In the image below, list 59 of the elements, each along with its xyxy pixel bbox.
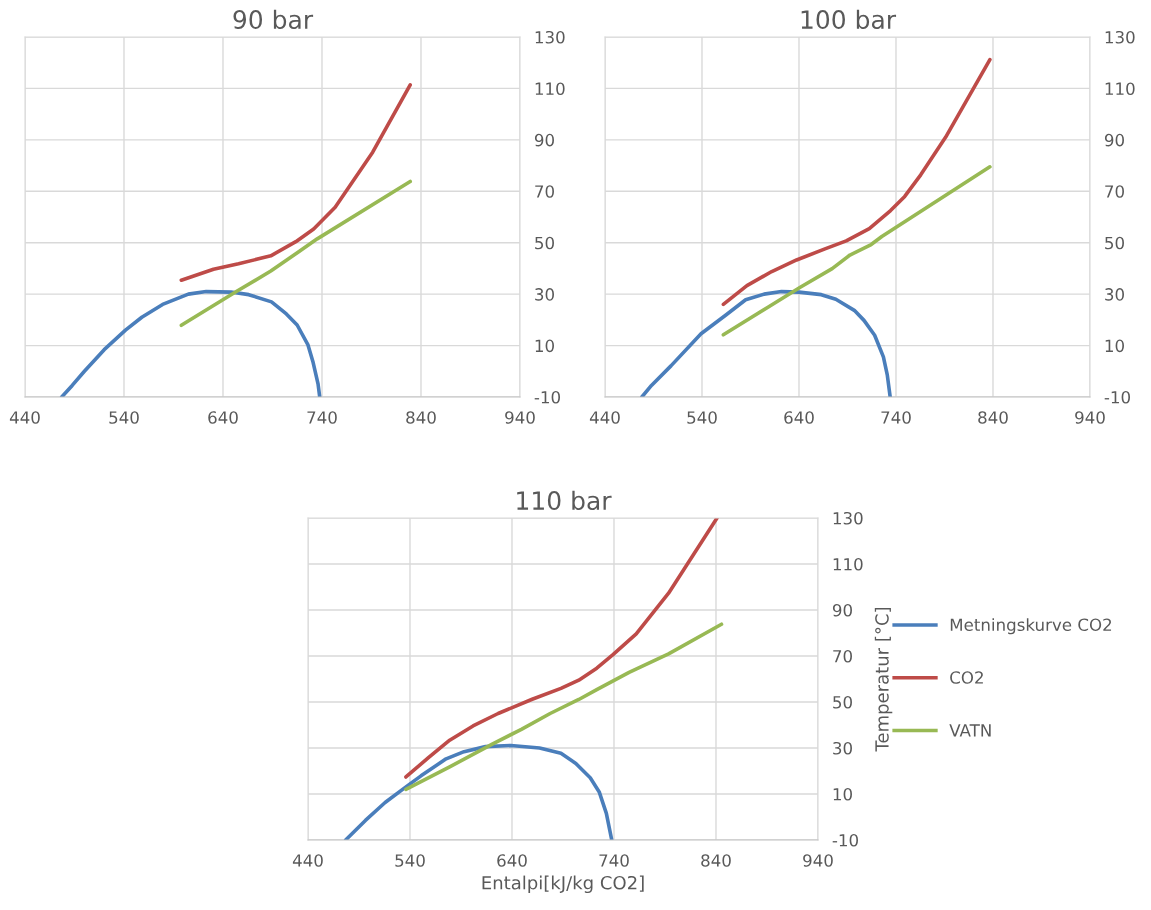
- line-series: [404, 622, 724, 792]
- chart-title: 90 bar: [233, 9, 314, 30]
- x-tick-label: 940: [1075, 411, 1105, 424]
- x-tick-label: 740: [599, 854, 629, 867]
- x-tick-label: 540: [687, 411, 717, 424]
- line-series: [721, 57, 992, 307]
- x-tick-label: 640: [497, 854, 527, 867]
- y-tick-label: 30: [1105, 288, 1124, 301]
- y-tick-label: 110: [833, 557, 863, 571]
- x-tick-label: 640: [784, 411, 814, 424]
- y-tick-label: 130: [1105, 30, 1135, 44]
- x-axis-title: Entalpi[kJ/kg CO2]: [482, 875, 644, 894]
- chart-title: 110 bar: [517, 490, 612, 511]
- legend-label: Metningskurve CO2: [950, 618, 1112, 635]
- y-tick-label: 70: [535, 185, 554, 198]
- legend-label: VATN: [949, 724, 991, 737]
- line-series: [721, 165, 992, 337]
- line-series: [179, 83, 413, 283]
- y-tick-label: 90: [832, 603, 852, 617]
- y-tick-label: 90: [1104, 133, 1124, 147]
- x-tick-label: 940: [803, 854, 833, 867]
- x-tick-label: 440: [9, 411, 40, 424]
- y-tick-label: 70: [1105, 185, 1124, 198]
- chart-title: 100 bar: [801, 9, 897, 30]
- y-tick-label: 10: [833, 787, 852, 801]
- x-tick-label: 540: [395, 854, 425, 867]
- y-tick-label: 130: [833, 511, 863, 525]
- y-tick-label: 30: [833, 741, 852, 755]
- y-tick-label: 130: [535, 30, 565, 44]
- legend-label: CO2: [950, 671, 983, 684]
- line-series: [343, 743, 614, 840]
- x-tick-label: 940: [505, 411, 535, 424]
- line-series: [404, 518, 719, 779]
- x-tick-label: 440: [589, 411, 620, 424]
- y-tick-label: 70: [833, 649, 852, 663]
- x-tick-label: 640: [208, 411, 238, 424]
- x-tick-label: 740: [881, 411, 911, 424]
- y-tick-label: 90: [534, 133, 554, 147]
- y-tick-label: 50: [535, 236, 554, 250]
- y-tick-label: 10: [1105, 339, 1124, 353]
- y-tick-label: 10: [535, 339, 554, 353]
- y-tick-label: -10: [1104, 390, 1130, 404]
- y-tick-label: 30: [535, 288, 554, 301]
- y-tick-label: 110: [1105, 82, 1135, 95]
- x-tick-label: 840: [406, 411, 436, 424]
- y-tick-label: -10: [534, 390, 560, 404]
- x-tick-label: 840: [978, 411, 1008, 424]
- x-tick-label: 540: [109, 411, 139, 424]
- y-tick-label: 50: [1105, 236, 1124, 250]
- y-tick-label: -10: [832, 833, 858, 847]
- y-tick-label: 50: [833, 695, 852, 709]
- y-axis-title: Temperatur [°C]: [874, 607, 893, 752]
- line-series: [640, 289, 892, 397]
- line-series: [179, 179, 413, 328]
- x-tick-label: 740: [307, 411, 337, 424]
- line-series: [59, 289, 322, 397]
- x-tick-label: 840: [701, 854, 731, 867]
- y-tick-label: 110: [535, 82, 565, 95]
- x-tick-label: 440: [292, 854, 323, 867]
